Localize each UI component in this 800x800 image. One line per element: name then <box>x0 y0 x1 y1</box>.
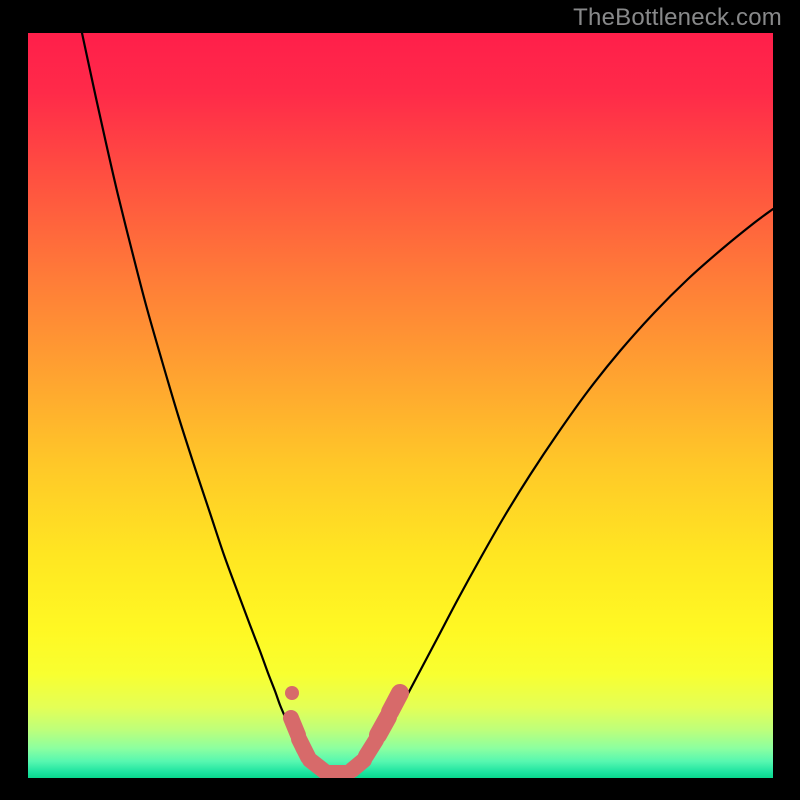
plot-area <box>28 33 773 778</box>
watermark-text: TheBottleneck.com <box>573 4 782 32</box>
curve-layer <box>28 33 773 778</box>
marker-capsule <box>390 693 400 712</box>
marker-dot <box>285 686 299 700</box>
curve-markers <box>285 686 400 773</box>
bottleneck-curve <box>82 33 773 775</box>
